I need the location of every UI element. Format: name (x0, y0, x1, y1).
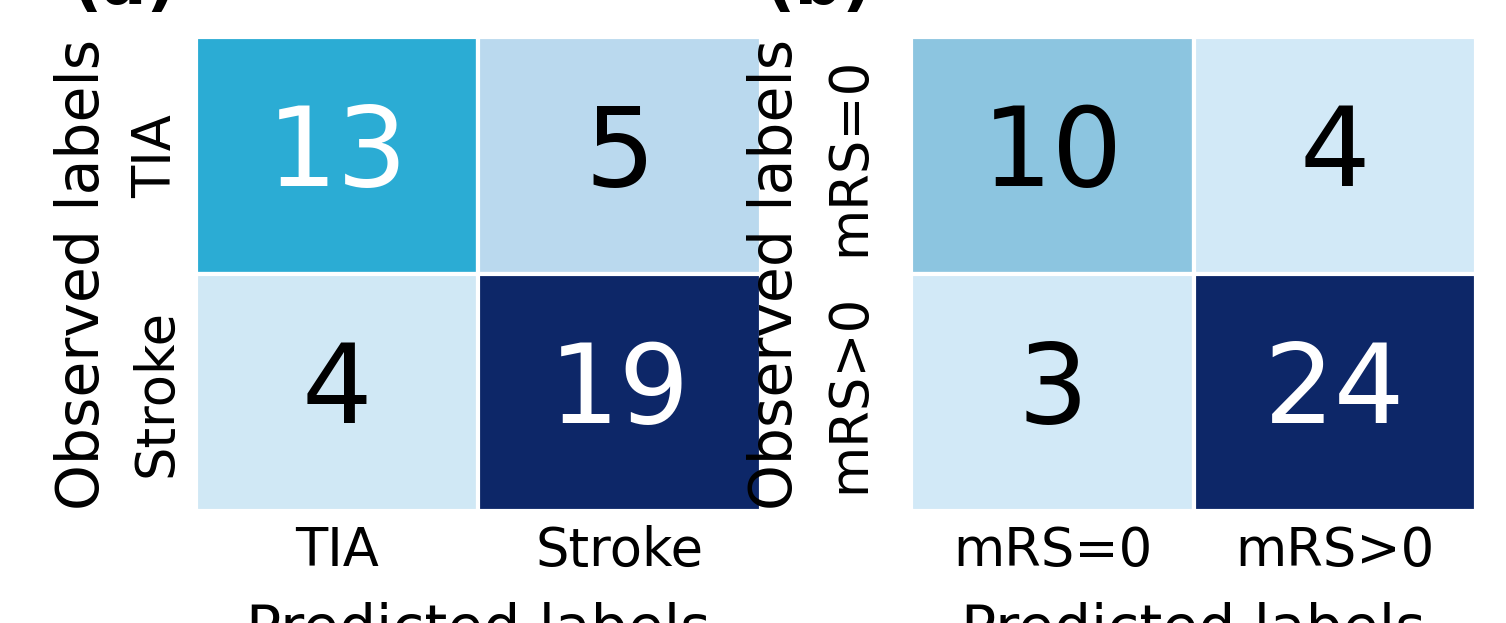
Text: 3: 3 (1017, 339, 1087, 446)
Text: Stroke: Stroke (130, 308, 182, 477)
Bar (196, 274, 477, 511)
Text: 19: 19 (548, 339, 690, 446)
Text: 4: 4 (301, 339, 372, 446)
Text: 5: 5 (584, 102, 655, 209)
Bar (911, 37, 1193, 274)
Bar (1193, 37, 1476, 274)
Bar (911, 274, 1193, 511)
Bar (196, 37, 477, 274)
X-axis label: Predicted labels: Predicted labels (961, 602, 1426, 623)
Text: Observed labels: Observed labels (747, 39, 804, 510)
Text: mRS>0: mRS>0 (822, 293, 875, 492)
Bar (477, 274, 761, 511)
Text: 4: 4 (1300, 102, 1370, 209)
Bar (1193, 274, 1476, 511)
Bar (477, 37, 761, 274)
Text: (a): (a) (72, 0, 178, 19)
Text: TIA: TIA (130, 114, 182, 197)
Text: 13: 13 (267, 102, 408, 209)
Text: Observed labels: Observed labels (54, 39, 111, 510)
Text: 10: 10 (982, 102, 1123, 209)
Text: (b): (b) (764, 0, 873, 19)
Text: 24: 24 (1264, 339, 1405, 446)
X-axis label: Predicted labels: Predicted labels (245, 602, 711, 623)
Text: mRS=0: mRS=0 (822, 56, 875, 255)
